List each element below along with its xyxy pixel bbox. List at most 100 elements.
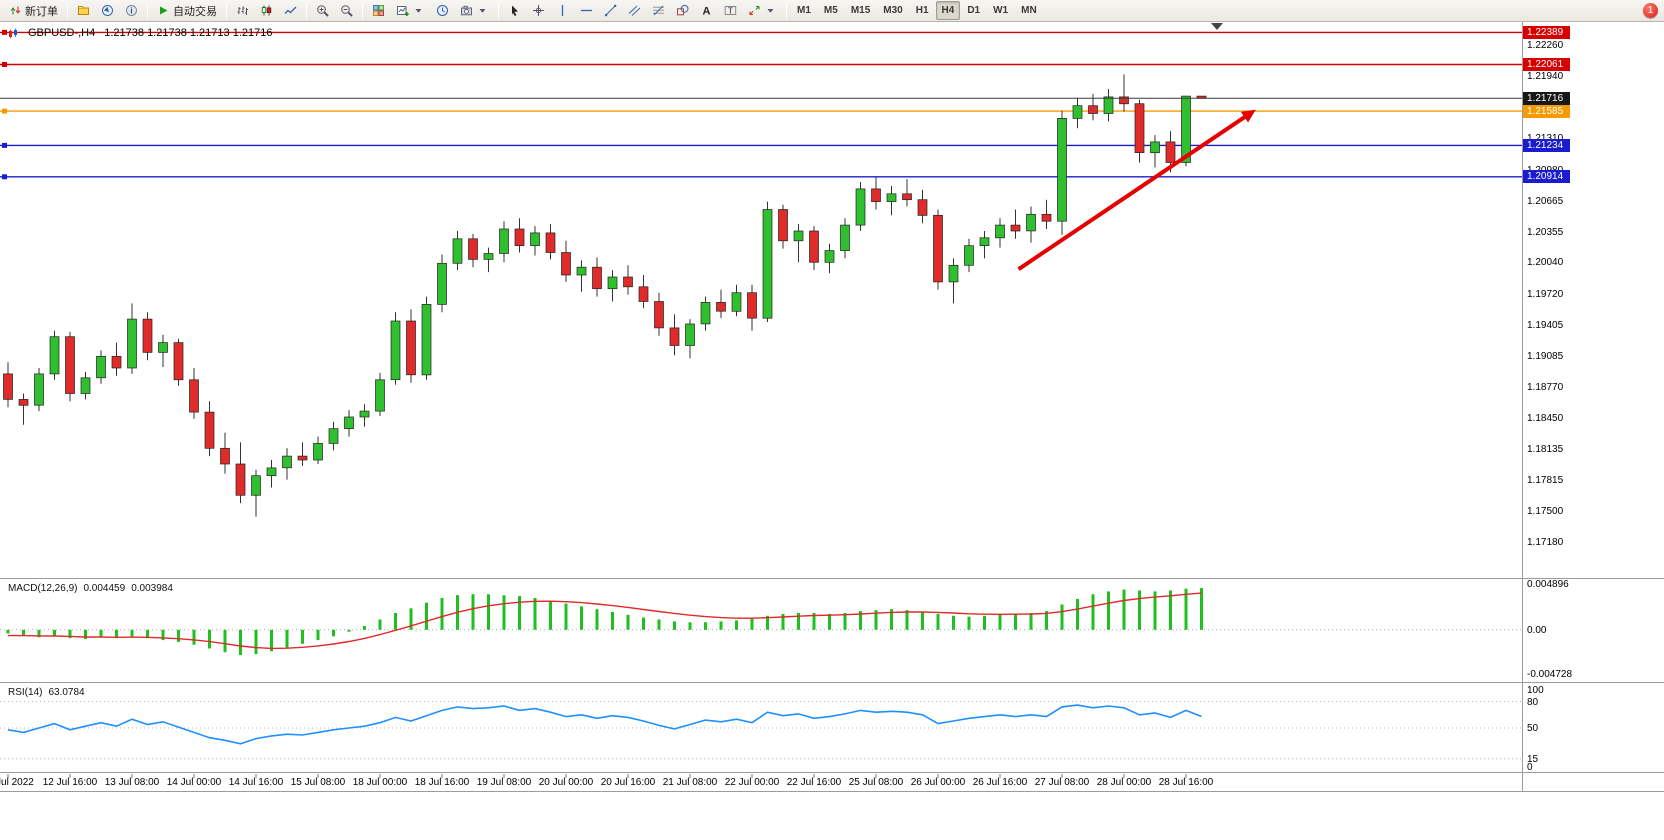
axis-bottom-border[interactable] <box>0 791 1664 793</box>
autotrading-button-label: 自动交易 <box>173 5 217 18</box>
toolbar-separator <box>786 2 787 19</box>
tf-m5-button[interactable]: M5 <box>818 1 844 20</box>
navigator-icon <box>102 5 113 16</box>
channel-tool-button[interactable] <box>623 1 646 20</box>
support-line[interactable] <box>0 174 1522 180</box>
svg-text:A: A <box>703 6 711 18</box>
candlestick-chart-button[interactable] <box>255 1 278 20</box>
fibonacci-icon <box>653 5 664 16</box>
zoom-out-button[interactable] <box>335 1 358 20</box>
horizontal-line-tool-button[interactable] <box>575 1 598 20</box>
zoom-in-icon <box>317 5 329 17</box>
autotrading-button[interactable]: 自动交易 <box>152 1 222 20</box>
chart-shift-marker[interactable] <box>1211 23 1223 30</box>
trendline-icon <box>605 4 617 17</box>
level-line[interactable] <box>0 108 1522 114</box>
tf-m1-button[interactable]: M1 <box>791 1 817 20</box>
tf-m30-button[interactable]: M30 <box>877 1 908 20</box>
tf-m1-button-label: M1 <box>797 5 811 16</box>
dropdown-icon <box>767 9 774 13</box>
line-chart-button[interactable] <box>279 1 302 20</box>
hline-icon <box>581 9 592 12</box>
cursor-tool-button[interactable] <box>503 1 526 20</box>
info-button[interactable]: i <box>120 1 143 20</box>
tile-windows-button[interactable] <box>367 1 390 20</box>
splitter-rsi-axis[interactable] <box>0 772 1664 774</box>
crosshair-icon <box>533 5 544 16</box>
text-label-tool-button[interactable]: T <box>719 1 742 20</box>
new-chart-icon <box>397 6 409 16</box>
dropdown-icon <box>415 9 422 13</box>
toolbar-separator <box>67 2 68 19</box>
tf-w1-button-label: W1 <box>993 5 1009 16</box>
tf-mn-button[interactable]: MN <box>1015 1 1043 20</box>
fibonacci-tool-button[interactable] <box>647 1 670 20</box>
resistance-line[interactable] <box>0 29 1522 35</box>
profile-icon <box>78 6 89 15</box>
new-chart-button[interactable] <box>391 1 430 20</box>
camera-icon <box>461 5 472 16</box>
tf-m5-button-label: M5 <box>823 5 838 16</box>
tf-mn-button-label: MN <box>1021 5 1037 16</box>
auto-scroll-button[interactable] <box>431 1 454 20</box>
arrows-icon <box>749 6 760 15</box>
text-label-icon: T <box>724 6 737 15</box>
tf-m15-button[interactable]: M15 <box>845 1 876 20</box>
toolbar-separator <box>147 2 148 19</box>
tf-h4-button-label: H4 <box>941 5 955 16</box>
shapes-tool-button[interactable] <box>671 1 694 20</box>
order-icon <box>10 6 21 15</box>
chart-snapshot-button[interactable] <box>455 1 494 20</box>
support-line[interactable] <box>0 142 1522 148</box>
tile-icon <box>373 5 384 16</box>
candles-icon <box>261 5 272 16</box>
bar-chart-button[interactable] <box>231 1 254 20</box>
tf-h1-button[interactable]: H1 <box>910 1 935 20</box>
new-order-button-label: 新订单 <box>25 5 58 18</box>
navigator-button[interactable] <box>96 1 119 20</box>
shapes-icon <box>677 4 689 16</box>
zoom-in-button[interactable] <box>311 1 334 20</box>
line-icon <box>284 6 297 14</box>
tf-w1-button[interactable]: W1 <box>987 1 1014 20</box>
crosshair-tool-button[interactable] <box>527 1 550 20</box>
toolbar-separator <box>306 2 307 19</box>
macd-signal-line <box>8 592 1202 650</box>
notification-badge[interactable]: 1 <box>1643 3 1658 18</box>
text-tool-button[interactable]: A <box>695 1 718 20</box>
trend-arrow[interactable] <box>1017 109 1256 271</box>
candlesticks <box>3 74 1207 517</box>
toolbar-separator <box>498 2 499 19</box>
toolbar: 新订单 i 自动交易 A T M1 M5 M15 M30 H1 H4 D1 W1 MN <box>0 0 1664 22</box>
tf-d1-button-label: D1 <box>967 5 981 16</box>
toolbar-separator <box>362 2 363 19</box>
splitter-main-macd[interactable] <box>0 578 1664 580</box>
trendline-tool-button[interactable] <box>599 1 622 20</box>
zoom-out-icon <box>341 5 353 17</box>
svg-text:i: i <box>130 7 132 16</box>
charts-profile-button[interactable] <box>72 1 95 20</box>
rsi-line <box>7 704 1202 745</box>
cursor-icon <box>512 5 518 16</box>
dropdown-icon <box>479 9 486 13</box>
play-icon <box>160 6 168 15</box>
arrows-tool-button[interactable] <box>743 1 782 20</box>
bars-icon <box>237 6 248 15</box>
splitter-macd-rsi[interactable] <box>0 682 1664 684</box>
clock-icon <box>437 5 448 16</box>
macd-histogram <box>6 588 1203 655</box>
vertical-line-tool-button[interactable] <box>551 1 574 20</box>
toolbar-separator <box>226 2 227 19</box>
resistance-line[interactable] <box>0 62 1522 67</box>
tf-m15-button-label: M15 <box>850 5 871 16</box>
svg-text:T: T <box>728 6 733 15</box>
tf-d1-button[interactable]: D1 <box>961 1 986 20</box>
new-order-button[interactable]: 新订单 <box>4 1 63 20</box>
tf-h4-button[interactable]: H4 <box>935 1 961 20</box>
tf-m30-button-label: M30 <box>883 5 903 16</box>
text-a-icon: A <box>703 6 711 18</box>
channel-icon <box>628 5 641 16</box>
